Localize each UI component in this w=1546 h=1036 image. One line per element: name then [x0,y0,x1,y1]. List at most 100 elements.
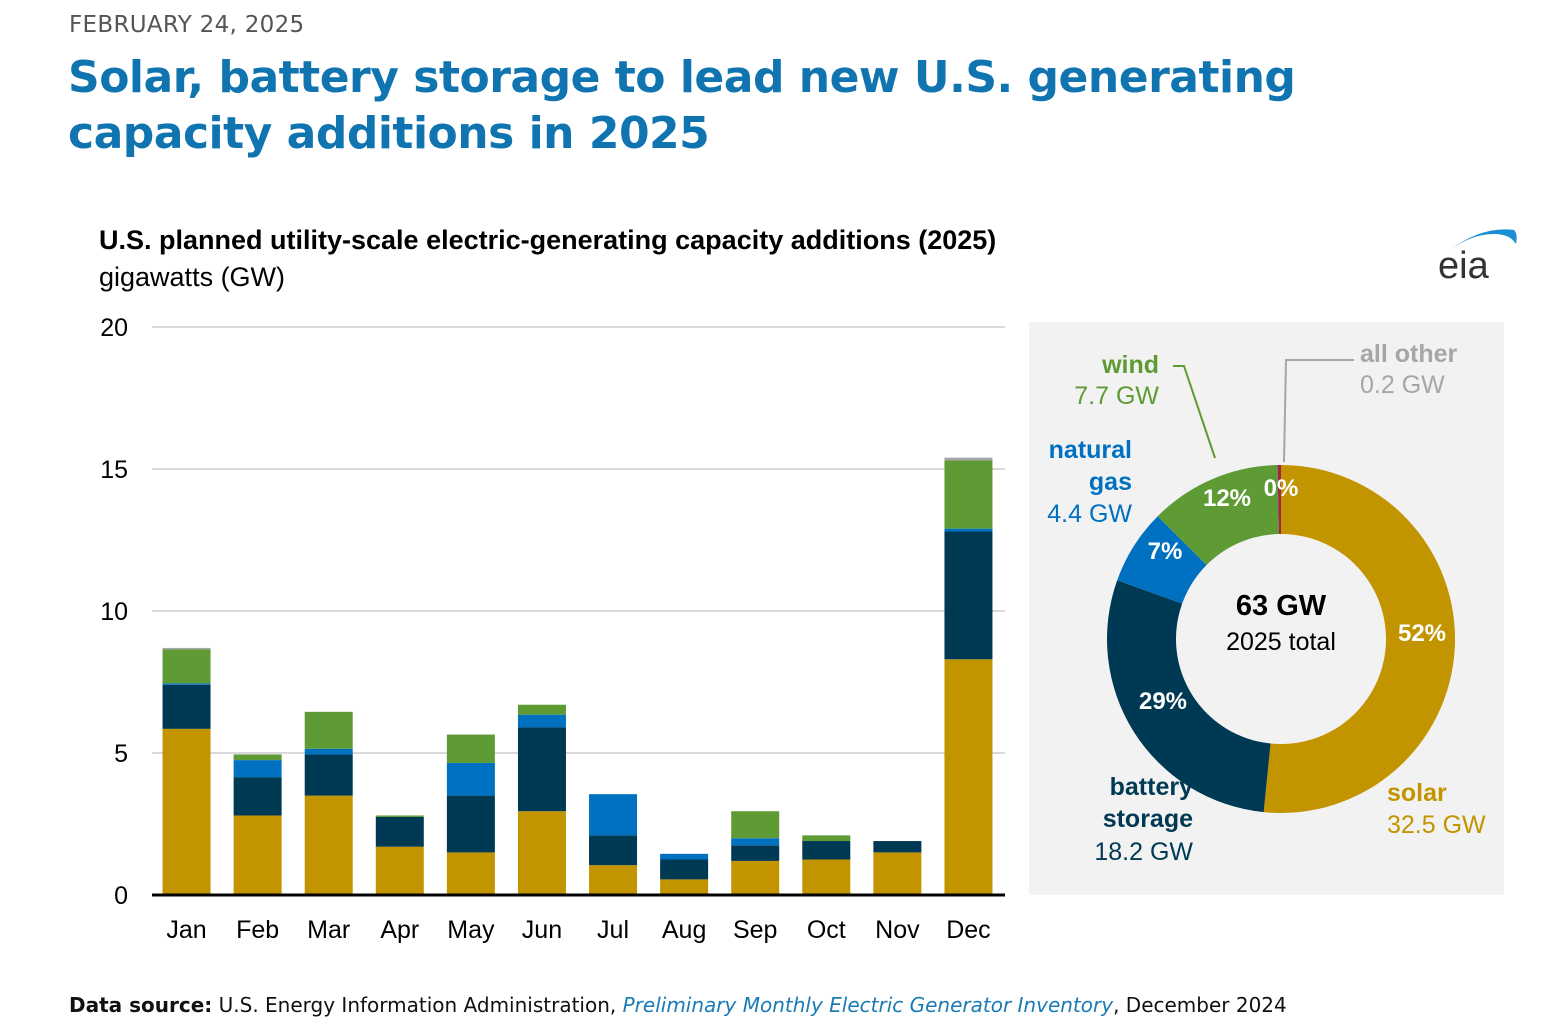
bar-segment-battery-storage-jun[interactable] [517,727,566,812]
solar-label: solar [1387,779,1447,807]
all-other-label: all other [1360,340,1458,368]
wind-leader-line [1173,365,1216,459]
bar-segment-solar-dec[interactable] [944,659,993,895]
publication-date: FEBRUARY 24, 2025 [69,12,305,38]
percent-label-battery-storage: 29% [1139,688,1187,715]
percent-label-all-other: 0% [1264,475,1299,502]
source-org: U.S. Energy Information Administration, [212,993,623,1017]
percent-label-wind: 12% [1203,485,1251,512]
bar-segment-wind-dec[interactable] [944,460,993,529]
x-tick-label: Apr [380,916,419,944]
bar-segment-solar-may[interactable] [446,852,495,895]
x-tick-label: Jan [166,916,206,944]
battery-storage-value: 18.2 GW [1094,838,1193,866]
y-tick-label: 0 [114,882,128,910]
bar-segment-solar-sep[interactable] [731,860,780,895]
x-tick-label: Jul [597,916,629,944]
bar-segment-battery-storage-mar[interactable] [304,754,353,796]
chart-title: U.S. planned utility-scale electric-gene… [99,225,997,255]
data-source-note: Data source: U.S. Energy Information Adm… [69,993,1287,1017]
bar-segment-natural-gas-sep[interactable] [731,838,780,846]
percent-label-solar: 52% [1398,620,1446,647]
x-tick-label: Feb [236,916,279,944]
bar-segment-wind-may[interactable] [446,734,495,763]
bar-segment-battery-storage-jan[interactable] [162,684,211,729]
bar-segment-battery-storage-feb[interactable] [233,777,282,816]
bar-segment-battery-storage-apr[interactable] [375,816,424,847]
battery-storage-label-line1: battery [1110,773,1193,801]
x-tick-label: May [447,916,495,944]
eia-logo-icon[interactable]: eia [1432,222,1522,284]
bar-segment-battery-storage-oct[interactable] [802,841,851,860]
donut-slice-all-other[interactable] [1277,465,1281,535]
y-tick-label: 20 [100,314,128,342]
x-tick-label: Jun [522,916,562,944]
bar-segment-solar-jul[interactable] [589,865,638,895]
donut-center-label: 2025 total [1226,628,1336,656]
x-tick-label: Dec [946,916,990,944]
bar-segment-solar-mar[interactable] [304,795,353,895]
percent-label-natural-gas: 7% [1148,538,1183,565]
bar-segment-battery-storage-jul[interactable] [589,835,638,866]
bar-segment-battery-storage-dec[interactable] [944,531,993,660]
solar-value: 32.5 GW [1387,811,1486,839]
logo-swoosh [1450,229,1517,250]
bar-chart: 0 5 10 15 20 Jan Feb Mar Apr May Jun Jul Aug Sep Oct No… [100,314,1005,944]
bar-segment-battery-storage-may[interactable] [446,795,495,853]
headline: Solar, battery storage to lead new U.S. … [68,52,1296,159]
bar-segment-natural-gas-jul[interactable] [589,794,638,836]
natural-gas-label-line1: natural [1049,436,1132,464]
bar-segment-wind-jun[interactable] [517,704,566,715]
donut-chart: 52% 29% 7% 12% 0% 63 GW 2025 total wind 7.7 GW al… [1047,340,1486,866]
bar-segment-wind-sep[interactable] [731,811,780,839]
bar-segment-solar-jan[interactable] [162,728,211,895]
wind-value: 7.7 GW [1074,382,1159,410]
bar-segment-wind-apr[interactable] [375,815,424,817]
source-label: Data source: [69,993,213,1017]
donut-panel: 52% 29% 7% 12% 0% 63 GW 2025 total wind 7.7 GW al… [1029,322,1504,895]
x-tick-label: Mar [307,916,350,944]
logo-text: eia [1438,245,1490,284]
source-date: , December 2024 [1113,993,1287,1017]
bar-segment-wind-mar[interactable] [304,711,353,749]
bar-segment-wind-jan[interactable] [162,649,211,684]
wind-label: wind [1101,351,1159,379]
bar-segment-natural-gas-feb[interactable] [233,760,282,778]
donut-center-value: 63 GW [1236,590,1327,622]
y-tick-label: 15 [100,456,128,484]
bar-segment-solar-feb[interactable] [233,815,282,895]
bar-segment-all-other-jan[interactable] [162,647,211,650]
x-tick-label: Aug [662,916,706,944]
bar-segment-natural-gas-may[interactable] [446,762,495,796]
bar-segment-natural-gas-jan[interactable] [162,683,211,685]
y-tick-label: 5 [114,740,128,768]
donut-slice-wind[interactable] [1157,465,1279,565]
bar-segment-battery-storage-sep[interactable] [731,845,780,861]
donut-slice-battery-storage[interactable] [1107,580,1271,813]
bar-segment-solar-nov[interactable] [873,852,922,895]
bar-segment-battery-storage-nov[interactable] [873,841,922,853]
bar-segment-solar-aug[interactable] [660,879,709,895]
bar-segment-natural-gas-mar[interactable] [304,748,353,755]
natural-gas-label-line2: gas [1089,468,1132,496]
source-link[interactable]: Preliminary Monthly Electric Generator I… [622,993,1114,1017]
bar-segment-solar-jun[interactable] [517,811,566,895]
bar-segment-wind-feb[interactable] [233,754,282,761]
bar-segment-all-other-dec[interactable] [944,457,993,461]
donut-slice-solar[interactable] [1263,465,1456,813]
x-tick-label: Sep [733,916,777,944]
bar-segment-natural-gas-aug[interactable] [660,853,709,860]
bar-segment-natural-gas-jun[interactable] [517,714,566,728]
x-tick-label: Nov [875,916,920,944]
bar-segment-wind-oct[interactable] [802,835,851,842]
bar-segment-solar-apr[interactable] [375,846,424,895]
bar-segment-solar-oct[interactable] [802,859,851,896]
all-other-leader-line [1283,359,1354,463]
all-other-value: 0.2 GW [1360,371,1445,399]
bar-segment-battery-storage-aug[interactable] [660,859,709,880]
natural-gas-value: 4.4 GW [1047,500,1132,528]
y-tick-label: 10 [100,598,128,626]
donut-slice-natural-gas[interactable] [1117,516,1207,604]
battery-storage-label-line2: storage [1103,805,1193,833]
bar-segment-natural-gas-dec[interactable] [944,528,993,532]
